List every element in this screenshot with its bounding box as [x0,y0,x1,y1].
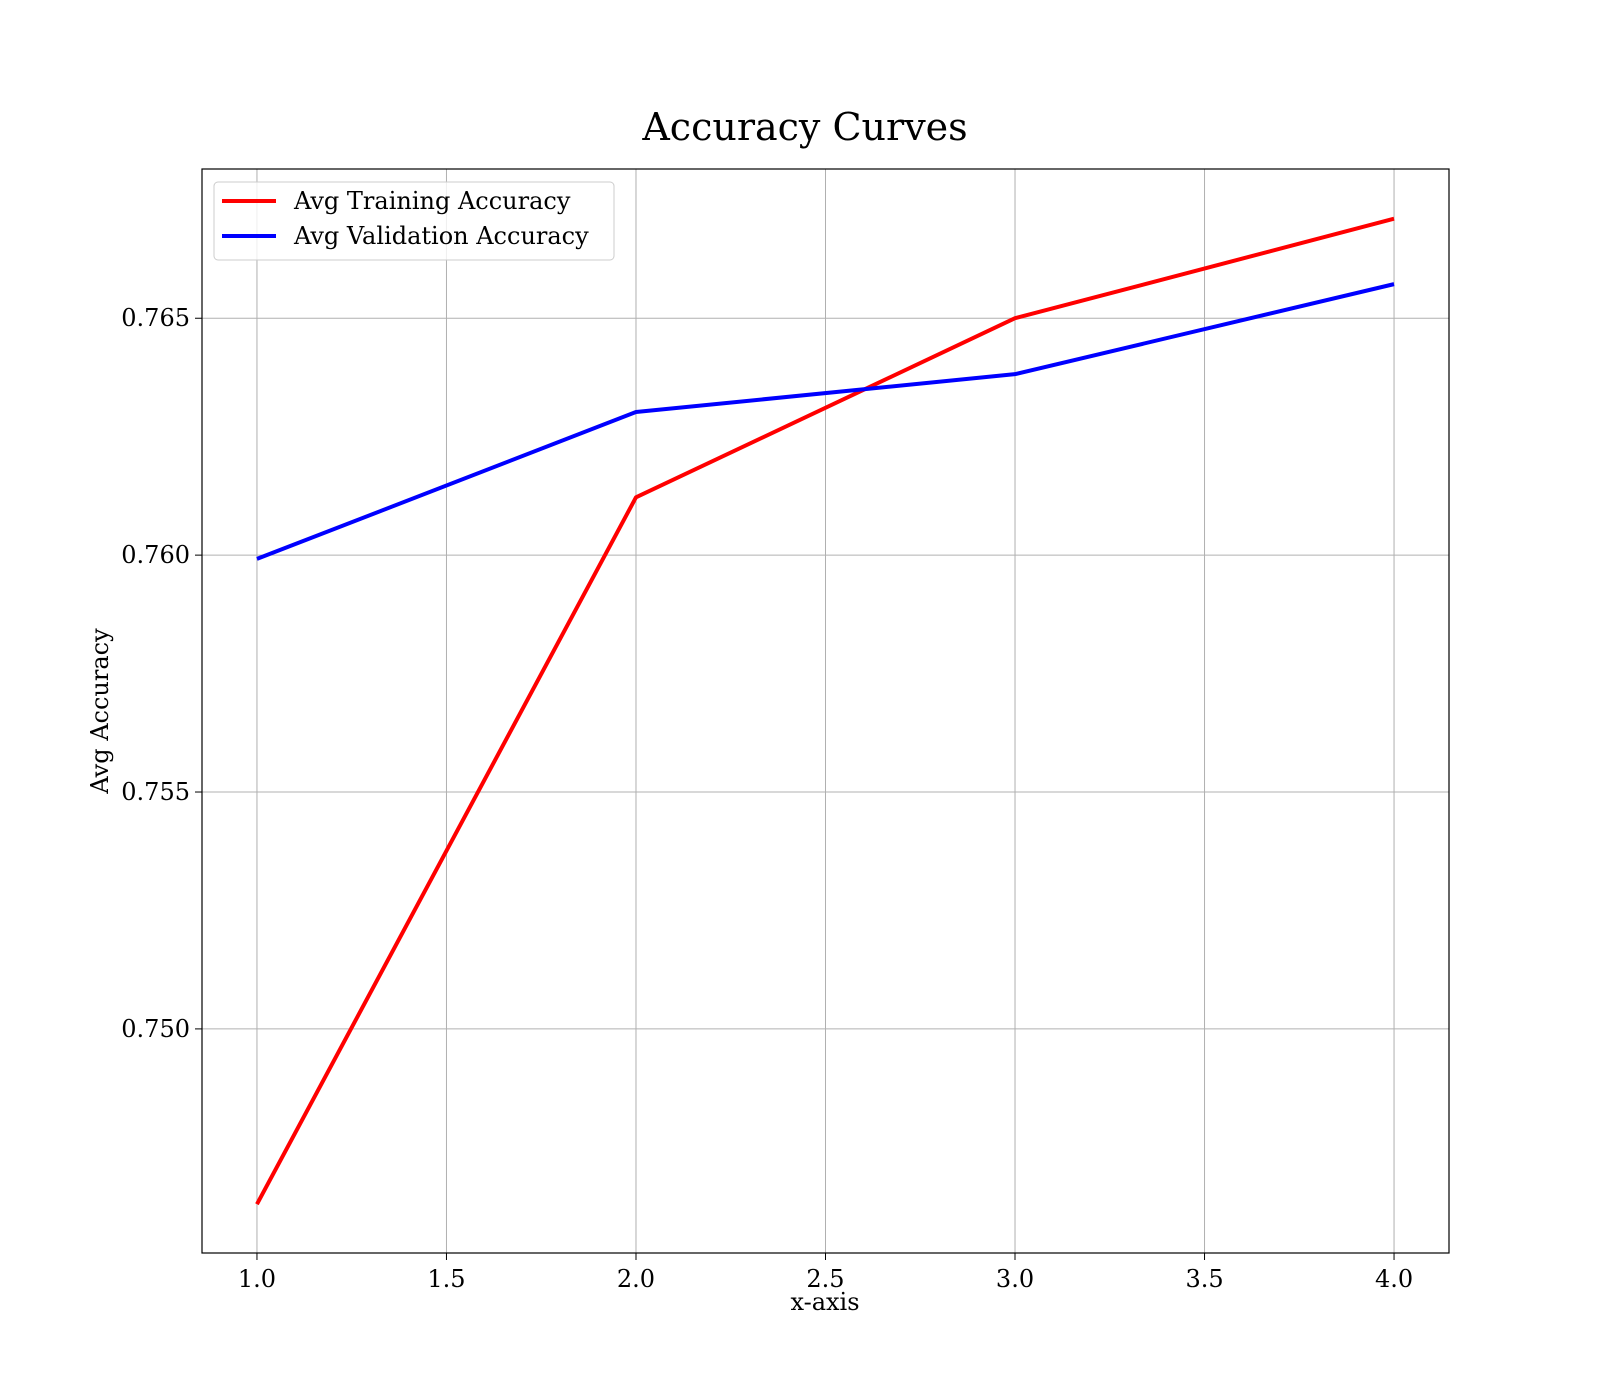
y-tick-label: 0.765 [121,304,190,332]
y-tick-label: 0.755 [121,778,190,806]
x-tick-label: 4.0 [1375,1265,1413,1293]
series-layer [255,216,1395,1206]
x-tick-label: 2.5 [806,1265,844,1293]
x-tick-label: 1.0 [238,1265,276,1293]
y-tick-label: 0.760 [121,541,190,569]
x-tick-label: 2.0 [617,1265,655,1293]
series-line-avg-validation-accuracy [256,282,1395,561]
legend-label: Avg Training Accuracy [293,187,571,215]
y-axis-label: Avg Accuracy [86,628,114,795]
chart-title: Accuracy Curves [641,105,967,149]
series-line-avg-training-accuracy [255,216,1395,1206]
legend-box [213,181,615,261]
x-tick-label: 3.0 [996,1265,1034,1293]
y-tick-label: 0.750 [121,1015,190,1043]
legend-label: Avg Validation Accuracy [293,222,589,250]
grid-lines [202,169,1449,1253]
axis-ticks: 1.0 1.5 2.0 2.5 3.0 3.5 4.0 0.750 0.755 0.760 0.76… [121,304,1413,1293]
legend: Avg Training Accuracy Avg Validation Accu… [213,181,615,261]
x-tick-label: 1.5 [427,1265,465,1293]
x-tick-label: 3.5 [1185,1265,1223,1293]
x-axis-label: x-axis [790,1288,859,1316]
